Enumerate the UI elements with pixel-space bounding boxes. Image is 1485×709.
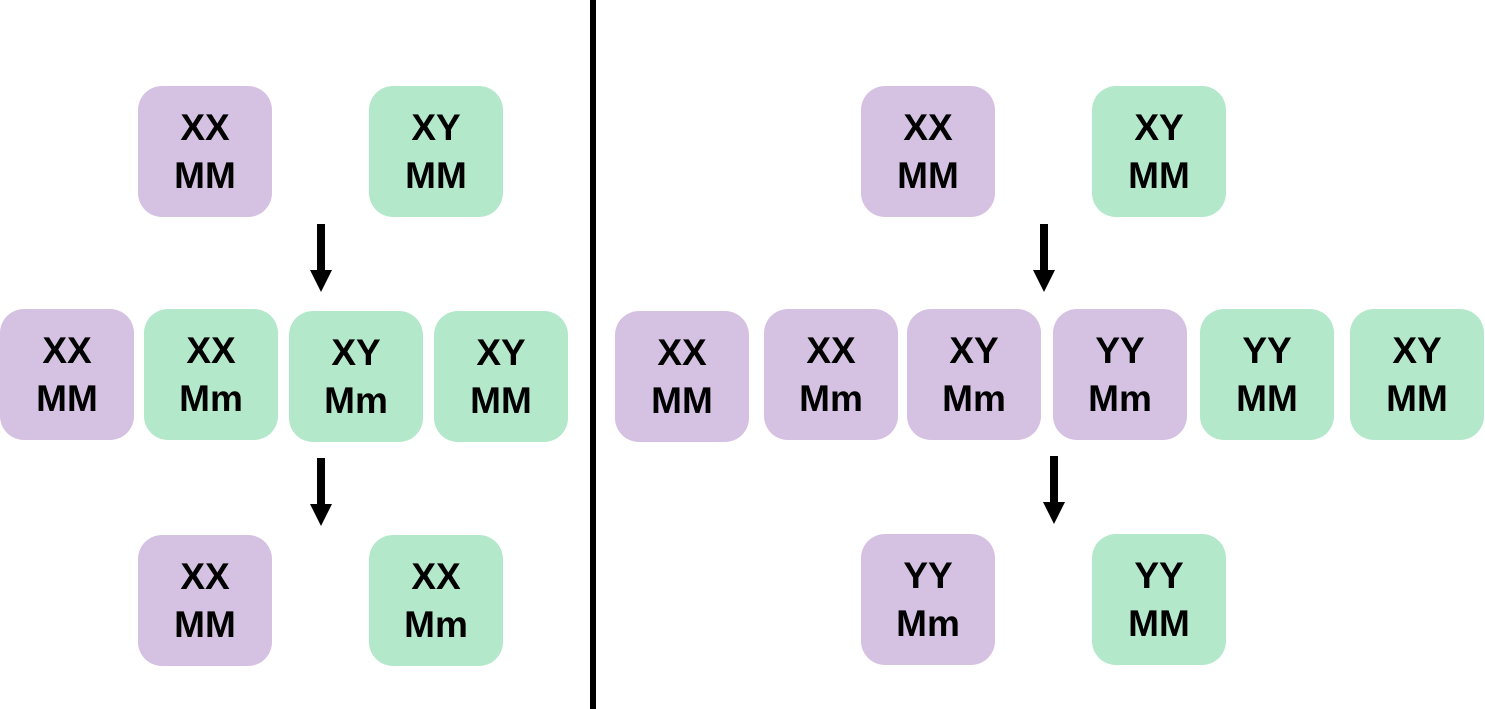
down-arrow-icon [310, 224, 332, 292]
left-parent-box: XX MM [138, 86, 272, 217]
gene-label: MM [1236, 377, 1298, 419]
left-offspring-box: XX Mm [144, 309, 278, 440]
gene-label: MM [405, 154, 467, 196]
sex-chromosome-label: XX [186, 329, 236, 371]
gene-label: MM [470, 379, 532, 421]
gene-label: Mm [942, 377, 1006, 419]
sex-chromosome-label: XX [180, 555, 230, 597]
sex-chromosome-label: XY [331, 331, 381, 373]
right-offspring-box: XX MM [615, 311, 749, 442]
left-parent-box: XY MM [369, 86, 503, 217]
gene-label: MM [1386, 377, 1448, 419]
gene-label: Mm [179, 377, 243, 419]
left-offspring-box: XX MM [0, 309, 134, 440]
sex-chromosome-label: XY [949, 329, 999, 371]
right-offspring-box: YY MM [1200, 309, 1334, 440]
sex-chromosome-label: XY [1134, 106, 1184, 148]
gene-label: MM [651, 379, 713, 421]
sex-chromosome-label: YY [1134, 554, 1184, 596]
gene-label: MM [174, 603, 236, 645]
right-offspring-box: XY Mm [907, 309, 1041, 440]
sex-chromosome-label: XX [42, 329, 92, 371]
left-selected-box: XX Mm [369, 535, 503, 666]
down-arrow-icon [1033, 224, 1055, 292]
gene-label: MM [1128, 154, 1190, 196]
sex-chromosome-label: YY [1242, 329, 1292, 371]
gene-label: Mm [324, 379, 388, 421]
sex-chromosome-label: YY [1095, 329, 1145, 371]
sex-chromosome-label: XX [411, 555, 461, 597]
sex-chromosome-label: XX [903, 106, 953, 148]
sex-chromosome-label: XY [411, 106, 461, 148]
down-arrow-icon [1043, 456, 1065, 524]
right-parent-box: XY MM [1092, 86, 1226, 217]
sex-chromosome-label: XX [180, 106, 230, 148]
panel-divider [590, 0, 596, 709]
gene-label: Mm [896, 602, 960, 644]
sex-chromosome-label: YY [903, 554, 953, 596]
right-selected-box: YY Mm [861, 534, 995, 665]
sex-chromosome-label: XY [1392, 329, 1442, 371]
down-arrow-icon [310, 458, 332, 526]
left-selected-box: XX MM [138, 535, 272, 666]
right-parent-box: XX MM [861, 86, 995, 217]
right-offspring-box: XY MM [1350, 309, 1484, 440]
gene-label: Mm [799, 377, 863, 419]
gene-label: Mm [404, 603, 468, 645]
right-offspring-box: XX Mm [764, 309, 898, 440]
gene-label: MM [1128, 602, 1190, 644]
gene-label: Mm [1088, 377, 1152, 419]
right-offspring-box: YY Mm [1053, 309, 1187, 440]
sex-chromosome-label: XY [476, 331, 526, 373]
gene-label: MM [174, 154, 236, 196]
left-offspring-box: XY MM [434, 311, 568, 442]
right-selected-box: YY MM [1092, 534, 1226, 665]
left-offspring-box: XY Mm [289, 311, 423, 442]
gene-label: MM [897, 154, 959, 196]
sex-chromosome-label: XX [657, 331, 707, 373]
gene-label: MM [36, 377, 98, 419]
sex-chromosome-label: XX [806, 329, 856, 371]
